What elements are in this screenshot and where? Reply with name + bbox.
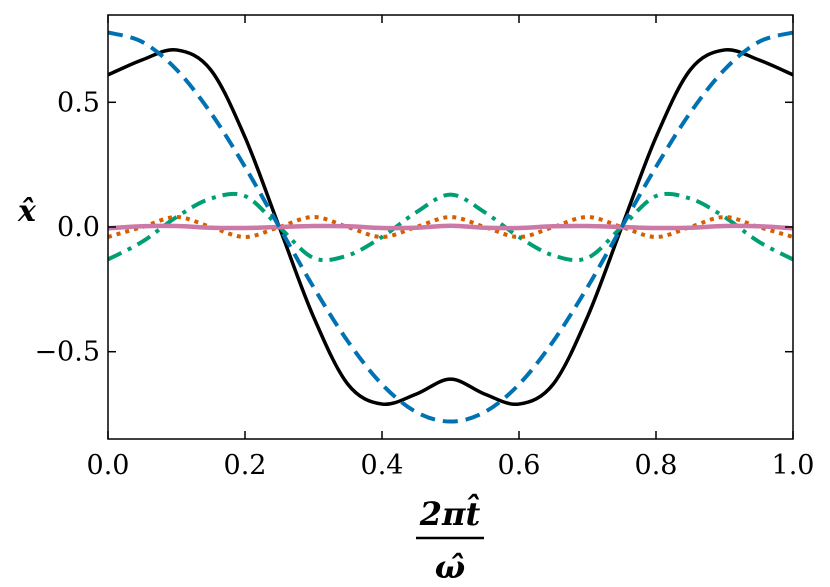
x-tick-label: 0.6 <box>498 450 541 481</box>
series-layer <box>108 30 793 424</box>
series-line-harmonic-7 <box>108 223 793 231</box>
series-line-total <box>108 47 793 407</box>
y-axis-label: x̂ <box>17 194 37 229</box>
x-tick-label: 0.2 <box>224 450 267 481</box>
x-tick-label: 0.8 <box>635 450 678 481</box>
y-tick-label: 0.5 <box>57 87 100 118</box>
series-line-harmonic-3 <box>108 191 793 263</box>
series-line-harmonic-1 <box>108 30 793 424</box>
x-axis: 0.0 0.2 0.4 0.6 0.8 1.0 <box>87 15 815 481</box>
x-axis-label-numerator: 2πt̂ <box>419 493 481 533</box>
y-axis: −0.5 0.0 0.5 <box>34 87 793 368</box>
y-tick-label: −0.5 <box>34 337 100 368</box>
series-line-harmonic-5 <box>108 215 793 239</box>
x-axis-label-denominator: ω̂ <box>435 548 465 586</box>
x-tick-label: 0.0 <box>87 450 130 481</box>
y-tick-label: 0.0 <box>57 212 100 243</box>
x-tick-label: 0.4 <box>361 450 404 481</box>
x-tick-label: 1.0 <box>772 450 815 481</box>
